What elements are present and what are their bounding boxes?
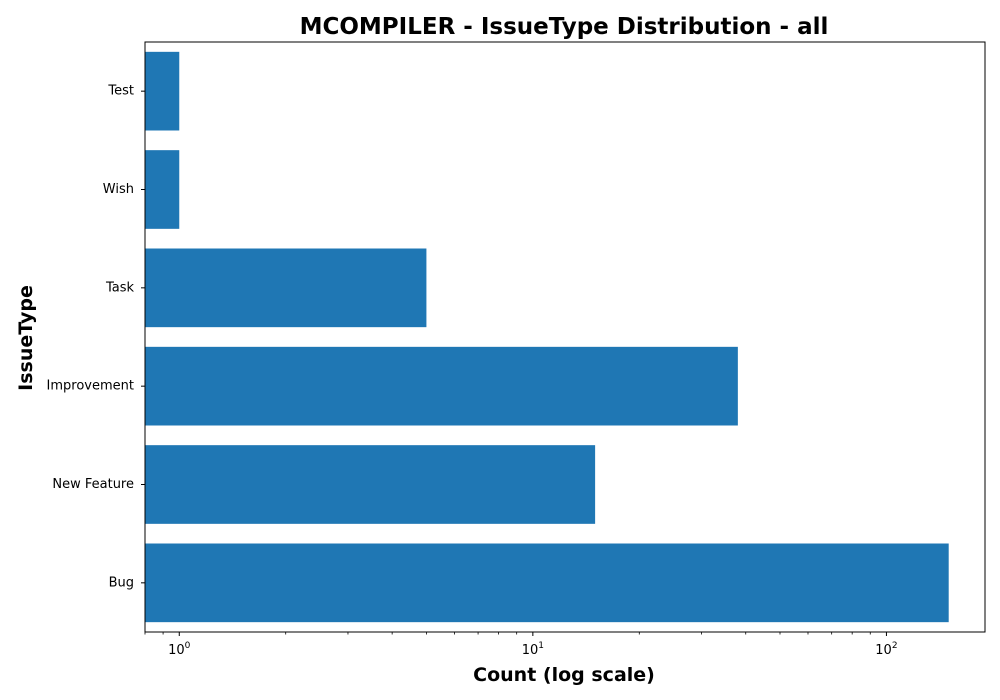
- x-tick-label: 102: [875, 641, 897, 658]
- bar-new-feature: [145, 445, 596, 524]
- y-axis-label: IssueType: [15, 285, 37, 391]
- y-tick-label: Wish: [103, 182, 134, 197]
- x-axis-label: Count (log scale): [473, 664, 655, 686]
- y-tick-label: New Feature: [52, 477, 134, 492]
- bar-task: [145, 248, 427, 328]
- x-ticks: 100 101 102: [144, 632, 898, 658]
- bar-bug: [145, 543, 949, 623]
- x-tick-label: 101: [522, 641, 544, 658]
- y-tick-label: Improvement: [47, 379, 134, 394]
- y-tick-label: Bug: [109, 575, 134, 590]
- y-tick-label: Task: [105, 280, 135, 295]
- bars: [145, 51, 949, 623]
- plot-frame: [144, 41, 986, 633]
- chart-title: MCOMPILER - IssueType Distribution - all: [300, 14, 829, 40]
- bar-wish: [145, 150, 180, 229]
- y-ticks: Test Wish Task Improvement New Feature Bug: [47, 84, 145, 590]
- y-tick-label: Test: [107, 84, 134, 99]
- bar-improvement: [145, 346, 738, 426]
- x-tick-label: 100: [168, 641, 191, 658]
- bar-test: [145, 51, 180, 131]
